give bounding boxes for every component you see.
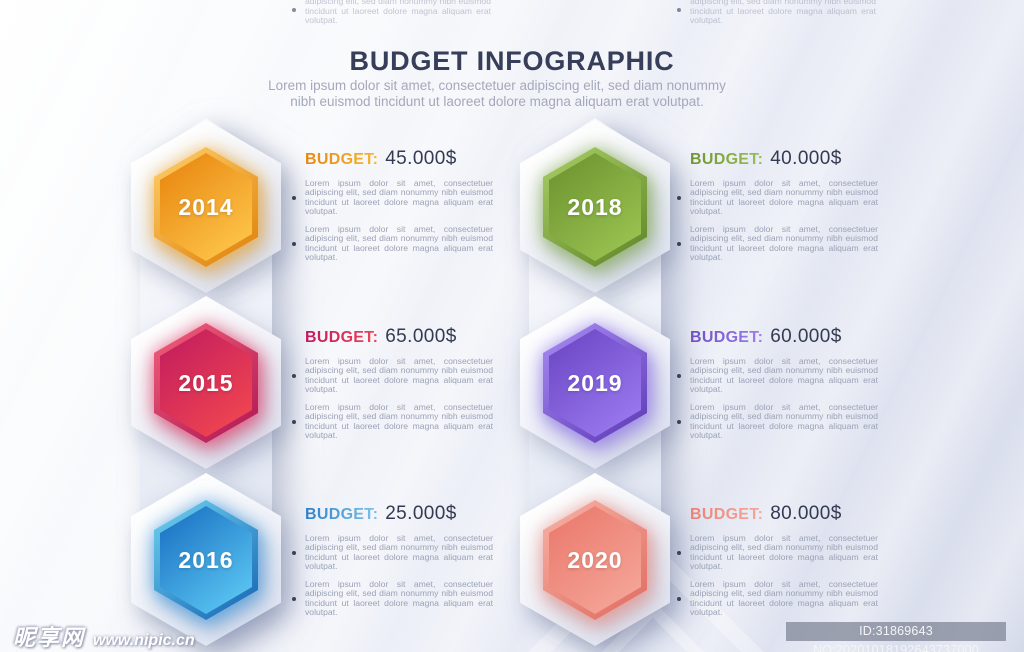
hexagon-rim: 2020 <box>543 500 647 620</box>
bullet-item: Lorem ipsum dolor sit amet, consectetuer… <box>677 178 878 216</box>
paragraph-text: Lorem ipsum dolor sit amet, consectetuer… <box>305 579 493 618</box>
budget-label: BUDGET: <box>305 151 379 168</box>
budget-amount: 25.000$ <box>385 503 457 524</box>
budget-block-2014: BUDGET: 45.000$ Lorem ipsum dolor sit am… <box>292 148 493 263</box>
bullet-item: Lorem ipsum dolor sit amet, consectetuer… <box>677 579 878 618</box>
budget-amount: 65.000$ <box>385 326 457 347</box>
budget-label: BUDGET: <box>305 506 379 523</box>
budget-label: BUDGET: <box>690 506 764 523</box>
budget-line: BUDGET: 45.000$ <box>305 148 493 170</box>
hexagon-rim: 2019 <box>543 323 647 443</box>
bullet-item: Lorem ipsum dolor sit amet, consectetuer… <box>292 533 493 571</box>
year-label: 2019 <box>567 369 623 396</box>
budget-block-2018: BUDGET: 40.000$ Lorem ipsum dolor sit am… <box>677 148 878 263</box>
year-hexagon-2014: 2014 <box>154 147 258 267</box>
year-hexagon-2019: 2019 <box>543 323 647 443</box>
bullet-dot <box>677 596 681 601</box>
bullet-dot <box>292 241 296 246</box>
paragraph-text: Lorem ipsum dolor sit amet, consectetuer… <box>305 356 493 394</box>
site-watermark: 昵享网 www.nipic.cn <box>13 620 195 652</box>
bullet-dot <box>677 373 681 378</box>
bullet-dot <box>677 241 681 246</box>
hexagon-rim: 2018 <box>543 147 647 267</box>
year-label: 2014 <box>178 193 234 220</box>
budget-label: BUDGET: <box>305 329 379 346</box>
paragraph-text: Lorem ipsum dolor sit amet, consectetuer… <box>305 533 493 571</box>
bullet-dot <box>677 8 681 12</box>
paragraph-text: Lorem ipsum dolor sit amet, consectetuer… <box>305 402 493 441</box>
paragraph-fragment: Lorem ipsum dolor sit amet, consectetuer… <box>305 0 491 25</box>
top-cutoff-paragraph-right: Lorem ipsum dolor sit amet, consectetuer… <box>677 0 877 29</box>
budget-label: BUDGET: <box>690 329 764 346</box>
budget-block-2015: BUDGET: 65.000$ Lorem ipsum dolor sit am… <box>292 326 493 441</box>
year-hexagon-2018: 2018 <box>543 147 647 267</box>
paragraph-text: Lorem ipsum dolor sit amet, consectetuer… <box>305 178 493 216</box>
paragraph-text: Lorem ipsum dolor sit amet, consectetuer… <box>690 224 878 263</box>
bullet-item: Lorem ipsum dolor sit amet, consectetuer… <box>292 356 493 394</box>
budget-line: BUDGET: 60.000$ <box>690 326 878 348</box>
budget-block-2016: BUDGET: 25.000$ Lorem ipsum dolor sit am… <box>292 503 493 618</box>
budget-block-2019: BUDGET: 60.000$ Lorem ipsum dolor sit am… <box>677 326 878 441</box>
bullet-dot <box>292 596 296 601</box>
bullet-dot <box>677 550 681 555</box>
bullet-dot <box>292 373 296 378</box>
hexagon-rim: 2016 <box>154 500 258 620</box>
watermark-logo: 昵享网 <box>13 625 86 650</box>
hexagon-rim: 2015 <box>154 323 258 443</box>
bullet-item: Lorem ipsum dolor sit amet, consectetuer… <box>292 402 493 441</box>
bullet-dot <box>677 195 681 200</box>
year-label: 2020 <box>567 546 623 573</box>
bullet-dot <box>677 419 681 424</box>
paragraph-text: Lorem ipsum dolor sit amet, consectetuer… <box>690 579 878 618</box>
bullet-dot <box>292 195 296 200</box>
budget-line: BUDGET: 40.000$ <box>690 148 878 170</box>
bullet-item: Lorem ipsum dolor sit amet, consectetuer… <box>677 356 878 394</box>
year-label: 2016 <box>178 546 234 573</box>
watermark-url: www.nipic.cn <box>93 632 195 649</box>
budget-amount: 60.000$ <box>770 326 842 347</box>
budget-block-2020: BUDGET: 80.000$ Lorem ipsum dolor sit am… <box>677 503 878 618</box>
bullet-item: Lorem ipsum dolor sit amet, consectetuer… <box>292 579 493 618</box>
budget-label: BUDGET: <box>690 151 764 168</box>
bullet-item: Lorem ipsum dolor sit amet, consectetuer… <box>677 533 878 571</box>
budget-amount: 80.000$ <box>770 503 842 524</box>
image-id-badge: ID:31869643 NO:20201018192643737000 <box>786 622 1006 652</box>
budget-line: BUDGET: 65.000$ <box>305 326 493 348</box>
year-hexagon-2016: 2016 <box>154 500 258 620</box>
budget-line: BUDGET: 25.000$ <box>305 503 493 525</box>
paragraph-fragment: Lorem ipsum dolor sit amet, consectetuer… <box>690 0 876 25</box>
bullet-dot <box>292 550 296 555</box>
year-hexagon-2020: 2020 <box>543 500 647 620</box>
year-hexagon-2015: 2015 <box>154 323 258 443</box>
year-label: 2015 <box>178 369 234 396</box>
page-subtitle: Lorem ipsum dolor sit amet, consectetuer… <box>268 77 726 109</box>
paragraph-text: Lorem ipsum dolor sit amet, consectetuer… <box>690 356 878 394</box>
paragraph-text: Lorem ipsum dolor sit amet, consectetuer… <box>305 224 493 263</box>
hexagon-rim: 2014 <box>154 147 258 267</box>
bullet-item: Lorem ipsum dolor sit amet, consectetuer… <box>292 178 493 216</box>
top-cutoff-paragraph-left: Lorem ipsum dolor sit amet, consectetuer… <box>292 0 492 29</box>
bullet-dot <box>292 419 296 424</box>
page-title: BUDGET INFOGRAPHIC <box>349 46 675 77</box>
budget-amount: 40.000$ <box>770 148 842 169</box>
year-label: 2018 <box>567 193 623 220</box>
paragraph-text: Lorem ipsum dolor sit amet, consectetuer… <box>690 178 878 216</box>
bullet-item: Lorem ipsum dolor sit amet, consectetuer… <box>677 224 878 263</box>
bullet-item: Lorem ipsum dolor sit amet, consectetuer… <box>292 224 493 263</box>
bullet-item: Lorem ipsum dolor sit amet, consectetuer… <box>677 402 878 441</box>
budget-line: BUDGET: 80.000$ <box>690 503 878 525</box>
paragraph-text: Lorem ipsum dolor sit amet, consectetuer… <box>690 533 878 571</box>
paragraph-text: Lorem ipsum dolor sit amet, consectetuer… <box>690 402 878 441</box>
bullet-dot <box>292 8 296 12</box>
budget-amount: 45.000$ <box>385 148 457 169</box>
